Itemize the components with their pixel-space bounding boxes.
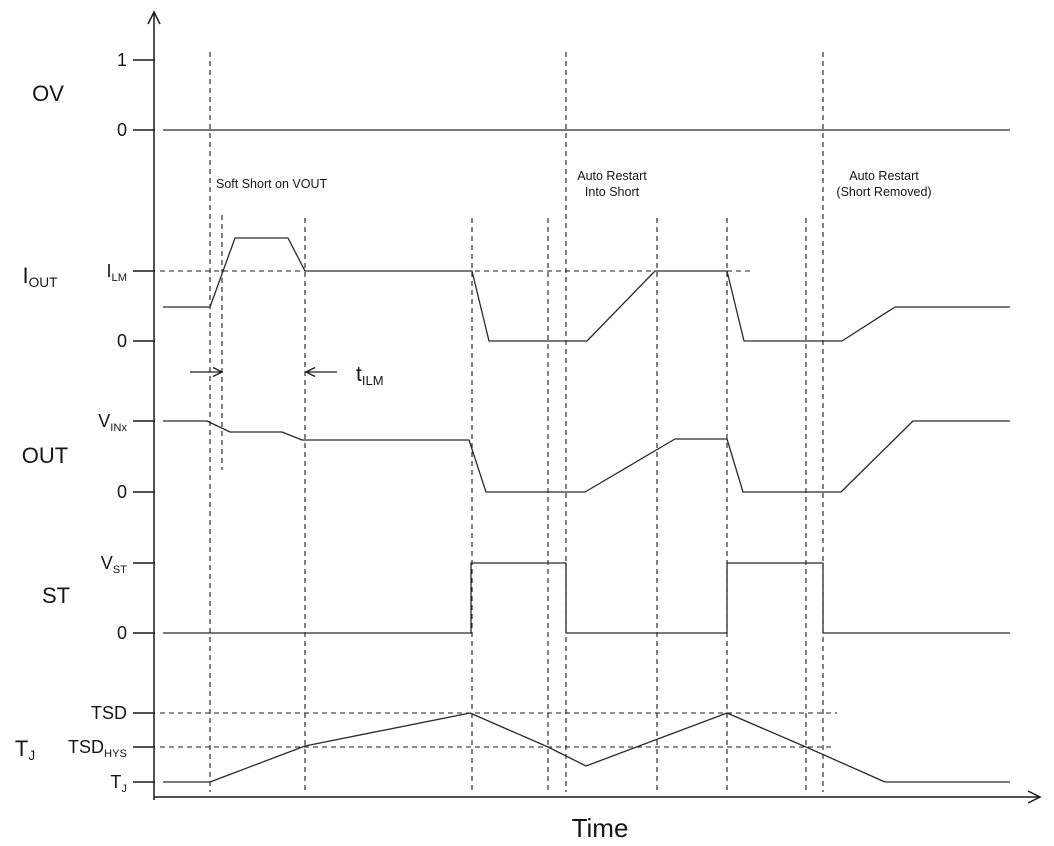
- tick-label-ov-1: 0: [117, 120, 127, 140]
- tick-label-st-1: 0: [117, 623, 127, 643]
- time-axis-label: Time: [572, 813, 629, 843]
- tick-label-out-0: VINx: [98, 411, 127, 434]
- tick-label-ov-0-main: 1: [117, 50, 127, 70]
- tick-label-iout-1-main: 0: [117, 331, 127, 351]
- tick-label-iout-1: 0: [117, 331, 127, 351]
- tick-label-st-0: VST: [101, 553, 127, 576]
- tick-label-out-1-main: 0: [117, 482, 127, 502]
- tick-label-ov-1-main: 0: [117, 120, 127, 140]
- signal-label-tj-sub: J: [28, 748, 35, 763]
- tick-label-iout-0: ILM: [106, 261, 127, 284]
- tick-label-ov-0: 1: [117, 50, 127, 70]
- dimension-label-tilm-main: t: [356, 363, 362, 386]
- signal-label-st: ST: [42, 583, 70, 608]
- signal-label-iout-main: I: [23, 263, 29, 288]
- signal-label-st-main: ST: [42, 583, 70, 608]
- annotation-auto-restart-into-short-line-1: Into Short: [585, 185, 640, 199]
- signal-trace-tj: [163, 712, 1010, 783]
- dimension-arrowhead-icon-1: [304, 366, 316, 378]
- tick-label-iout-0-sub: LM: [112, 272, 128, 284]
- tick-label-tj-1-sub: HYS: [104, 748, 127, 760]
- tick-label-st-0-main: V: [101, 553, 113, 573]
- signal-label-out-main: OUT: [22, 443, 68, 468]
- annotation-soft-short-line-0: Soft Short on VOUT: [216, 177, 328, 191]
- tick-label-tj-1: TSDHYS: [68, 737, 127, 760]
- annotation-auto-restart-short-removed-line-1: (Short Removed): [836, 185, 931, 199]
- tick-label-tj-2-sub: J: [121, 783, 127, 795]
- x-axis-arrowhead-icon: [1027, 790, 1042, 804]
- tick-label-st-1-main: 0: [117, 623, 127, 643]
- tick-label-iout-0-main: I: [106, 261, 111, 281]
- signal-trace-st: [163, 562, 1010, 634]
- signal-trace-iout: [163, 237, 1010, 342]
- signal-label-out: OUT: [22, 443, 68, 468]
- tick-label-tj-1-main: TSD: [68, 737, 104, 757]
- dimension-arrowhead-icon-0: [212, 366, 224, 378]
- annotation-auto-restart-into-short-line-0: Auto Restart: [577, 169, 647, 183]
- signal-label-ov: OV: [32, 81, 64, 106]
- y-axis-arrowhead-icon: [147, 10, 161, 25]
- dimension-label-tilm: tILM: [356, 363, 384, 388]
- tick-label-tj-2-main: T: [110, 772, 121, 792]
- tick-label-out-0-sub: INx: [110, 422, 127, 434]
- signal-label-iout-sub: OUT: [29, 275, 58, 290]
- annotation-auto-restart-short-removed-line-0: Auto Restart: [849, 169, 919, 183]
- signal-label-tj-main: T: [15, 736, 28, 761]
- tick-label-tj-2: TJ: [110, 772, 127, 795]
- signal-trace-out: [163, 420, 1010, 493]
- signal-label-ov-main: OV: [32, 81, 64, 106]
- tick-label-tj-0-main: TSD: [91, 703, 127, 723]
- tick-label-st-0-sub: ST: [113, 564, 127, 576]
- tick-label-out-1: 0: [117, 482, 127, 502]
- dimension-label-tilm-sub: ILM: [362, 373, 384, 388]
- signal-label-tj: TJ: [15, 736, 35, 763]
- signal-label-iout: IOUT: [23, 263, 59, 290]
- tick-label-tj-0: TSD: [91, 703, 127, 723]
- tick-label-out-0-main: V: [98, 411, 110, 431]
